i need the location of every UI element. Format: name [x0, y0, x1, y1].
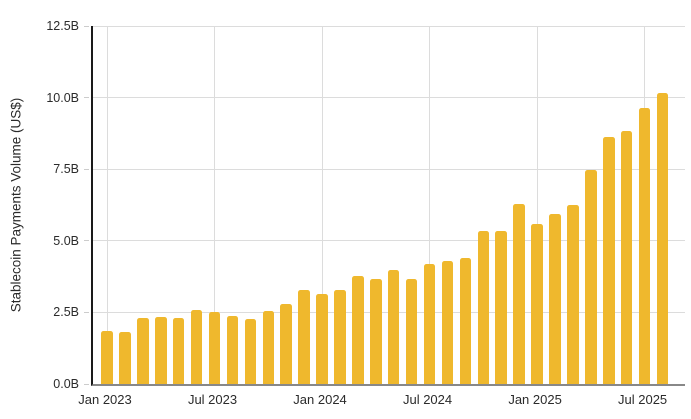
bar-jan-2023[interactable] [101, 331, 113, 384]
y-axis-title: Stablecoin Payments Volume (US$) [8, 97, 24, 313]
y-tick-mark [84, 383, 89, 385]
bar-aug-2023[interactable] [226, 316, 239, 384]
x-gridline [321, 26, 323, 384]
x-tick-label: Jan 2024 [293, 392, 347, 407]
bar-mar-2023[interactable] [137, 318, 149, 384]
bar-jul-2024[interactable] [423, 264, 436, 384]
x-tick-label: Jan 2025 [508, 392, 562, 407]
x-tick-label: Jul 2024 [402, 392, 453, 407]
bar-may-2023[interactable] [172, 317, 185, 384]
y-gridline [93, 240, 685, 242]
bar-aug-2025[interactable] [656, 92, 669, 384]
bar-jun-2023[interactable] [190, 309, 203, 384]
y-tick-mark [84, 168, 89, 170]
bar-feb-2025[interactable] [549, 213, 561, 384]
bar-dec-2024[interactable] [513, 204, 525, 384]
bar-sep-2023[interactable] [244, 319, 257, 384]
bar-jul-2023[interactable] [208, 312, 221, 384]
y-tick-label: 5.0B [53, 233, 79, 248]
y-gridline [93, 168, 685, 170]
bar-jan-2025[interactable] [531, 224, 543, 384]
bar-apr-2023[interactable] [155, 317, 167, 384]
bar-nov-2023[interactable] [280, 304, 292, 384]
bar-jul-2025[interactable] [638, 107, 651, 384]
bar-apr-2024[interactable] [370, 279, 382, 384]
bar-oct-2024[interactable] [477, 231, 490, 384]
bar-oct-2023[interactable] [262, 310, 275, 384]
x-tick-label: Jul 2023 [187, 392, 238, 407]
bar-mar-2025[interactable] [567, 205, 579, 384]
bar-mar-2024[interactable] [352, 276, 364, 384]
y-gridline [93, 25, 685, 27]
y-gridline [93, 97, 685, 99]
bar-jan-2024[interactable] [316, 294, 328, 384]
x-gridline [214, 26, 216, 384]
y-tick-mark [84, 240, 89, 242]
bar-dec-2023[interactable] [298, 289, 310, 384]
y-tick-mark [84, 25, 89, 27]
bar-nov-2024[interactable] [495, 230, 507, 384]
plot-area [84, 25, 685, 386]
bar-jun-2024[interactable] [405, 279, 418, 384]
bar-may-2024[interactable] [387, 270, 400, 384]
bar-may-2025[interactable] [603, 136, 615, 384]
bar-sep-2024[interactable] [459, 257, 472, 384]
y-tick-mark [84, 311, 89, 313]
x-gridline [536, 26, 538, 384]
bar-jun-2025[interactable] [620, 130, 633, 384]
y-tick-label: 2.5B [53, 305, 79, 320]
y-tick-label: 7.5B [53, 162, 79, 177]
x-gridline [106, 26, 108, 384]
y-tick-label: 10.0B [46, 90, 79, 105]
bar-feb-2024[interactable] [334, 290, 346, 384]
bar-apr-2025[interactable] [585, 169, 597, 384]
x-tick-label: Jul 2025 [618, 392, 668, 407]
x-tick-label: Jan 2023 [78, 392, 132, 407]
y-tick-label: 12.5B [46, 19, 79, 33]
x-gridline [429, 26, 431, 384]
bar-aug-2024[interactable] [441, 261, 454, 384]
y-tick-mark [84, 97, 89, 99]
bar-feb-2023[interactable] [119, 331, 131, 384]
y-tick-label: 0.0B [53, 377, 79, 391]
